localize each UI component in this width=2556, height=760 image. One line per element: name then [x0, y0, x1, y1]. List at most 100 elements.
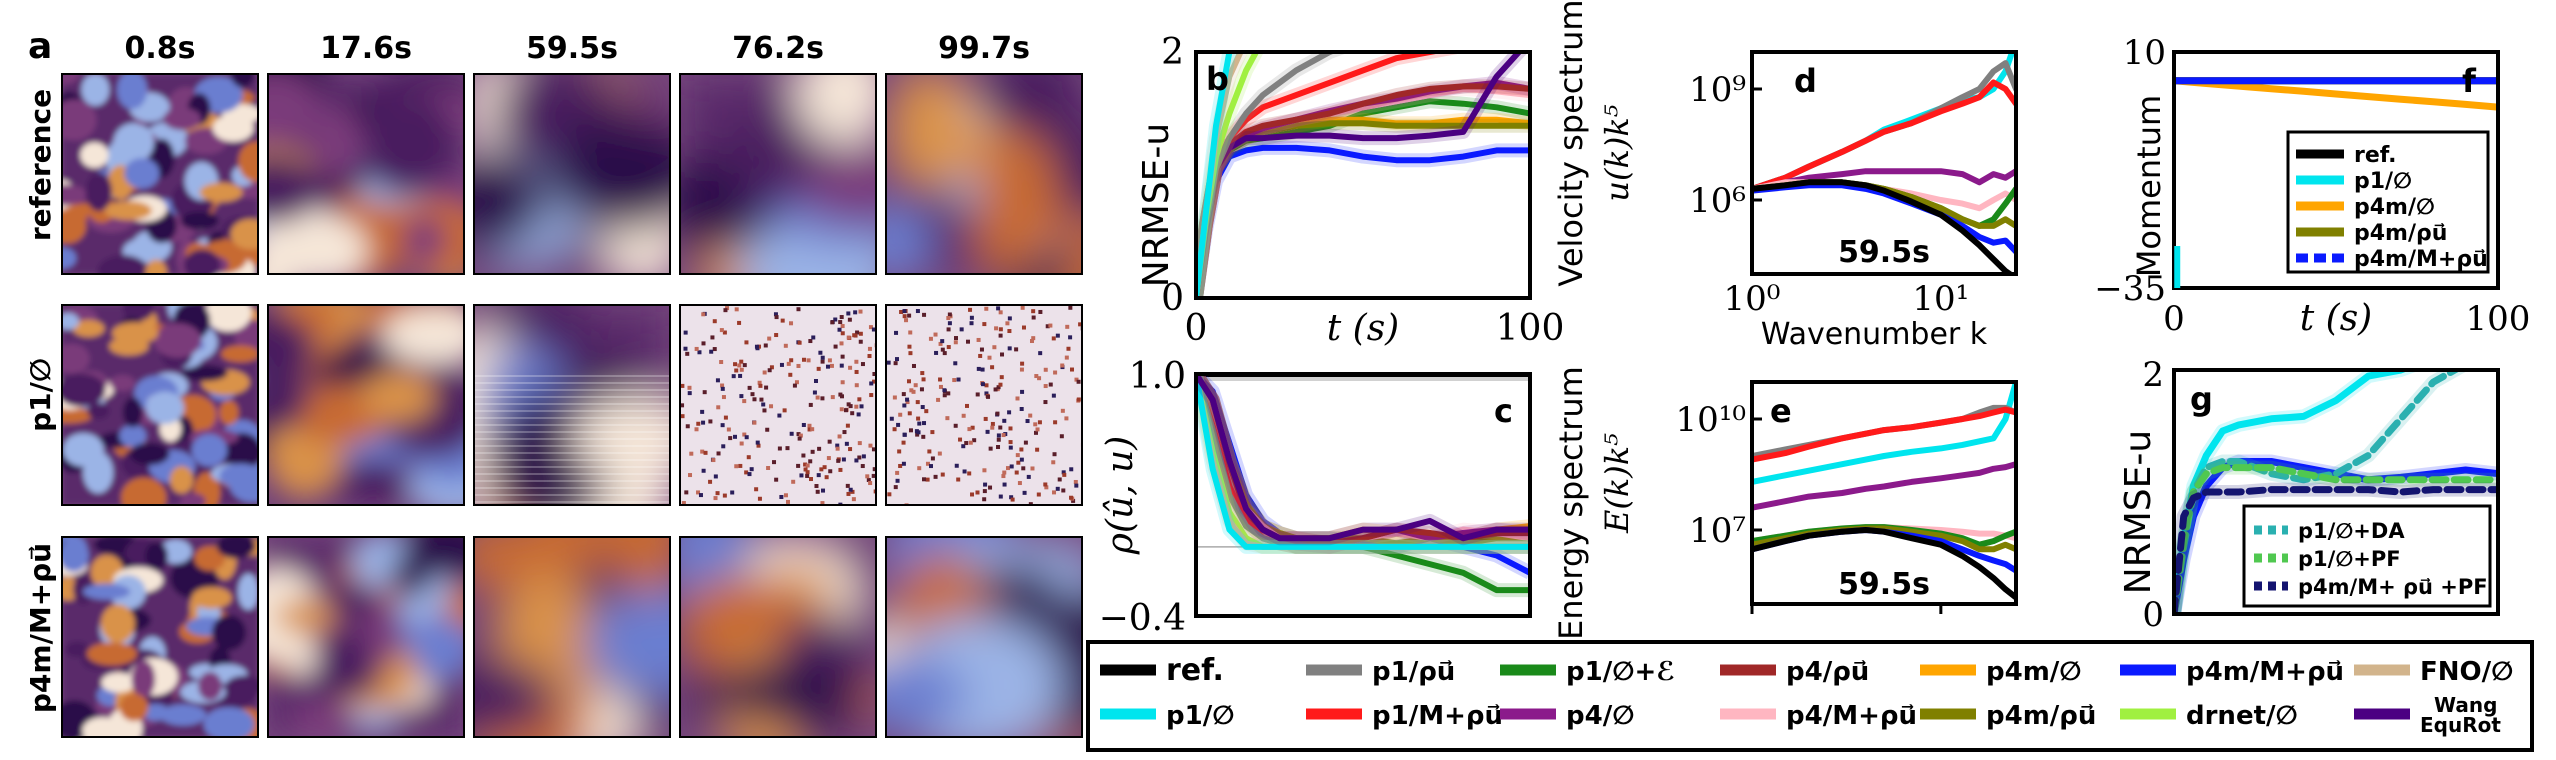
tile-border: [473, 73, 671, 275]
time-label: 0.8s: [124, 31, 195, 66]
field-tile: [473, 73, 671, 275]
panel-letter: g: [2190, 380, 2213, 418]
tick-label: 0: [1161, 278, 1184, 319]
series-line-p4m_empty: [2174, 77, 2498, 111]
legend-label: p4/ρu⃗: [1786, 657, 1869, 687]
tile-border: [61, 73, 259, 275]
x-axis-label: t (s): [2300, 298, 2372, 339]
time-annotation: 59.5s: [1838, 235, 1930, 270]
legend-label: p4m/M+ ρu⃗ +PF: [2298, 575, 2488, 599]
y-axis-label: Velocity spectrum: [1552, 0, 1590, 287]
panel-e-energy-spectrum-chart: e 59.5s 10¹⁰ 10⁷ Energy spectrum E(k)k⁵: [1552, 366, 2018, 640]
field-tile: [679, 73, 877, 275]
legend-label: FNO/∅: [2420, 657, 2513, 687]
panel-letter: c: [1494, 392, 1513, 430]
panel-letter: b: [1206, 60, 1229, 98]
series-line-p1_empty: [1752, 52, 2016, 192]
legend-label: p4/∅: [1566, 701, 1634, 731]
plot-frame: [1194, 50, 1532, 300]
legend-label: p1/ρu⃗: [1372, 657, 1455, 687]
field-tile: [679, 304, 877, 506]
legend-label: p1/∅+ℰ: [1566, 657, 1675, 687]
y-axis-label: NRMSE-u: [1136, 123, 1177, 287]
field-tile: [473, 536, 671, 738]
y-axis-label-2: u(k)k⁵: [1598, 104, 1636, 201]
panel-letter: f: [2462, 62, 2477, 100]
tick-label: 2: [2142, 355, 2164, 395]
series-line-p1_M_rhou: [1752, 406, 2016, 463]
legend-label: p4/M+ρu⃗: [1786, 701, 1917, 731]
tile-border: [679, 73, 877, 275]
y-axis-label: Energy spectrum: [1552, 366, 1590, 640]
legend-label: EquRot: [2420, 713, 2501, 737]
time-label: 59.5s: [526, 31, 618, 66]
field-tile: [267, 304, 465, 506]
series-line-drnet_empty: [1196, 52, 1260, 298]
series-layer: [2174, 370, 2498, 614]
tick-label: 100: [1496, 308, 1565, 349]
panel-letter: d: [1794, 62, 1817, 100]
field-tile: [885, 304, 1083, 506]
series-line-p1_rhou: [1196, 52, 1339, 298]
tick-label: 10⁶: [1689, 181, 1746, 221]
series-line-p4m/M+ ρu⃗ +PF: [2174, 486, 2498, 614]
tile-border: [885, 304, 1083, 506]
tile-border: [61, 536, 259, 738]
series-line-p1_M_rhou: [1752, 79, 2016, 192]
legend-label: p4m/M+ρu⃗: [2186, 657, 2344, 687]
series-line-p4_empty: [1752, 461, 2016, 511]
tick-label: 2: [1161, 32, 1184, 73]
legend-label: p4m/∅: [2354, 195, 2435, 220]
legend-label: p1/∅+DA: [2298, 519, 2405, 543]
plot-frame: [1750, 380, 2018, 606]
series-line-p1/∅+DA: [2174, 370, 2462, 614]
field-tile: [885, 536, 1083, 738]
x-axis-label: Wavenumber k: [1761, 317, 1988, 352]
plot-frame: [2172, 368, 2500, 616]
panel-a-letter: a: [28, 26, 52, 67]
series-line-p1/∅+PF: [2174, 464, 2498, 614]
legend-label: Wang: [2434, 693, 2497, 717]
time-label: 17.6s: [320, 31, 412, 66]
legend-label: p1/∅+PF: [2298, 547, 2401, 571]
series-line-wang: [1196, 374, 1530, 542]
panel-b-nrmse-chart: b2 00 100 t (s) NRMSE-u: [1136, 32, 1564, 349]
legend-label: p4m/ρu⃗: [2354, 221, 2447, 246]
legend-label: p4m/∅: [1986, 657, 2082, 687]
series-line-p4m_M_rhou: [2174, 458, 2498, 614]
tile-border: [885, 536, 1083, 738]
series-line-ref: [1752, 179, 2015, 274]
legend-frame: [1086, 640, 2534, 752]
field-tile: [267, 536, 465, 738]
tick-label: 10¹⁰: [1675, 400, 1746, 440]
tick-label: 10⁹: [1689, 70, 1746, 110]
series-band: [1196, 140, 1530, 298]
series-line-p1_empty: [1752, 382, 2016, 485]
tile-border: [473, 304, 671, 506]
tick-label: −0.4: [1099, 598, 1186, 639]
panel-c-correlation-chart: c 1.0 −0.4 ρ(û, u): [1099, 356, 1532, 639]
row-label: p4m/M+ρu⃗: [24, 543, 57, 713]
tile-border: [267, 73, 465, 275]
tile-border: [267, 536, 465, 738]
field-tile: [267, 73, 465, 275]
tick-label: 10: [2123, 33, 2166, 73]
bottom-legend: ref. p1/ρu⃗ p1/∅+ℰ p4/ρu⃗ p4m/∅ p4m/M+ρu⃗ FNO/…: [1086, 640, 2534, 752]
series-line-p4_empty: [1752, 168, 2016, 192]
series-layer: [1752, 52, 2016, 274]
y-axis-label: Momentum: [2130, 95, 2168, 277]
legend-label: ref.: [1166, 653, 1224, 688]
row-label: p1/∅: [24, 358, 57, 432]
time-label: 99.7s: [938, 31, 1030, 66]
tile-border: [679, 536, 877, 738]
row-label: reference: [24, 89, 57, 241]
series-layer: [2174, 77, 2498, 111]
y-axis-label: NRMSE-u: [2118, 430, 2159, 594]
field-tile: [61, 73, 259, 275]
legend-label: p1/M+ρu⃗: [1372, 701, 1503, 731]
panel-a-image-grid: a 0.8s 17.6s 59.5s 76.2s 99.7s reference…: [24, 26, 1083, 738]
field-tile: [473, 304, 671, 506]
